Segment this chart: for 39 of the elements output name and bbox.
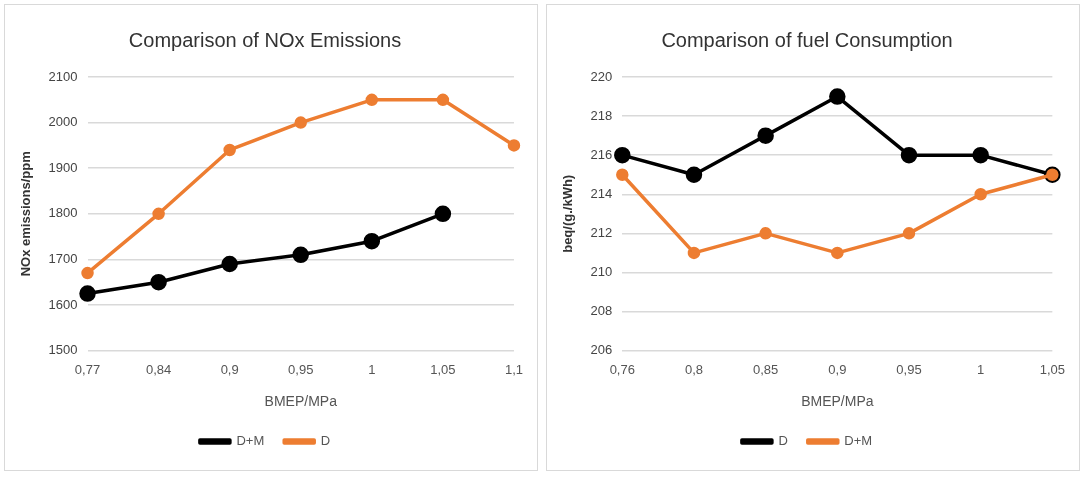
x-tick-label: 0,76 <box>609 361 635 377</box>
y-tick-label: 2100 <box>48 68 78 84</box>
legend-label: D <box>320 433 331 449</box>
x-tick-label: 0,8 <box>684 361 704 377</box>
x-tick-label: 0,9 <box>220 361 239 377</box>
x-tick-label: 0,95 <box>288 361 314 377</box>
chart-title: Comparison of fuel Consumption <box>661 28 953 51</box>
y-tick-label: 1900 <box>48 159 78 175</box>
y-tick-label: 208 <box>590 303 613 319</box>
y-tick-label: 214 <box>590 185 613 201</box>
y-tick-label: 1500 <box>48 342 78 358</box>
y-tick-label: 1600 <box>48 296 78 312</box>
y-tick-label: 212 <box>590 224 613 240</box>
x-tick-label: 1,1 <box>504 361 523 377</box>
chart-title: Comparison of NOx Emissions <box>128 28 402 51</box>
x-tick-label: 1 <box>977 361 985 377</box>
legend-label: D+M <box>844 433 873 449</box>
x-tick-label: 0,85 <box>752 361 779 377</box>
x-tick-label: 0,77 <box>74 361 101 377</box>
y-tick-label: 216 <box>590 146 613 162</box>
x-tick-label: 1,05 <box>1039 361 1066 377</box>
y-tick-label: 1800 <box>48 205 78 221</box>
y-axis-title: NOx emissions/ppm <box>18 151 34 277</box>
y-axis-title: beq/(g./kWh) <box>560 174 576 253</box>
y-tick-label: 210 <box>590 264 613 280</box>
x-tick-label: 1,05 <box>430 361 456 377</box>
x-tick-label: 1 <box>368 361 376 377</box>
legend-label: D+M <box>236 433 265 449</box>
x-tick-label: 0,9 <box>828 361 847 377</box>
x-tick-label: 0,95 <box>896 361 922 377</box>
y-tick-label: 220 <box>590 68 613 84</box>
x-axis-title: BMEP/MPa <box>801 393 874 410</box>
legend-label: D <box>778 433 788 449</box>
y-tick-label: 1700 <box>48 250 78 266</box>
y-tick-label: 218 <box>590 107 613 123</box>
x-axis-title: BMEP/MPa <box>264 393 338 410</box>
y-tick-label: 206 <box>590 342 613 358</box>
y-tick-label: 2000 <box>48 114 78 130</box>
x-tick-label: 0,84 <box>145 361 172 377</box>
